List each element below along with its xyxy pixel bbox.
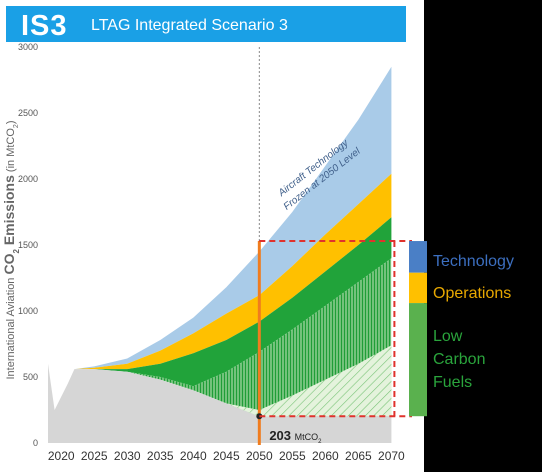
legend-fuels-label-1: Low: [433, 328, 463, 345]
legend-technology-bar: [409, 241, 427, 273]
x-tick-label: 2020: [48, 449, 75, 463]
scenario-code: IS3: [21, 10, 68, 42]
y-tick-label: 500: [23, 372, 38, 382]
y-tick-label: 2500: [18, 108, 38, 118]
y-axis-label: International Aviation CO2 Emissions (in…: [1, 121, 21, 380]
area-residual: [48, 363, 392, 443]
residual-value-label: 203 MtCO2: [269, 428, 322, 445]
area-fuels-hatched: [48, 258, 392, 417]
y-tick-label: 3000: [18, 42, 38, 52]
y-tick-label: 1500: [18, 240, 38, 250]
y-tick-label: 1000: [18, 306, 38, 316]
x-tick-label: 2055: [279, 449, 306, 463]
x-tick-label: 2050: [246, 449, 273, 463]
x-tick-label: 2065: [345, 449, 372, 463]
x-tick-label: 2060: [312, 449, 339, 463]
legend-operations-bar: [409, 272, 427, 304]
y-tick-label: 0: [33, 438, 38, 448]
x-tick-label: 2045: [213, 449, 240, 463]
chart-title: LTAG Integrated Scenario 3: [91, 17, 288, 34]
legend-technology-label: Technology: [433, 253, 514, 270]
legend-fuels-label-2: Carbon: [433, 351, 486, 368]
area-fuels-diag: [48, 345, 392, 417]
x-tick-label: 2025: [81, 449, 108, 463]
legend-operations-label: Operations: [433, 285, 512, 302]
y-tick-label: 2000: [18, 174, 38, 184]
legend-fuels-label-3: Fuels: [433, 374, 473, 391]
x-tick-label: 2070: [378, 449, 405, 463]
title-bar: IS3 LTAG Integrated Scenario 3: [6, 6, 406, 42]
x-tick-label: 2035: [147, 449, 174, 463]
area-fuels: [48, 217, 392, 410]
x-tick-label: 2040: [180, 449, 207, 463]
legend-fuels-bar: [409, 303, 427, 417]
x-tick-label: 2030: [114, 449, 141, 463]
